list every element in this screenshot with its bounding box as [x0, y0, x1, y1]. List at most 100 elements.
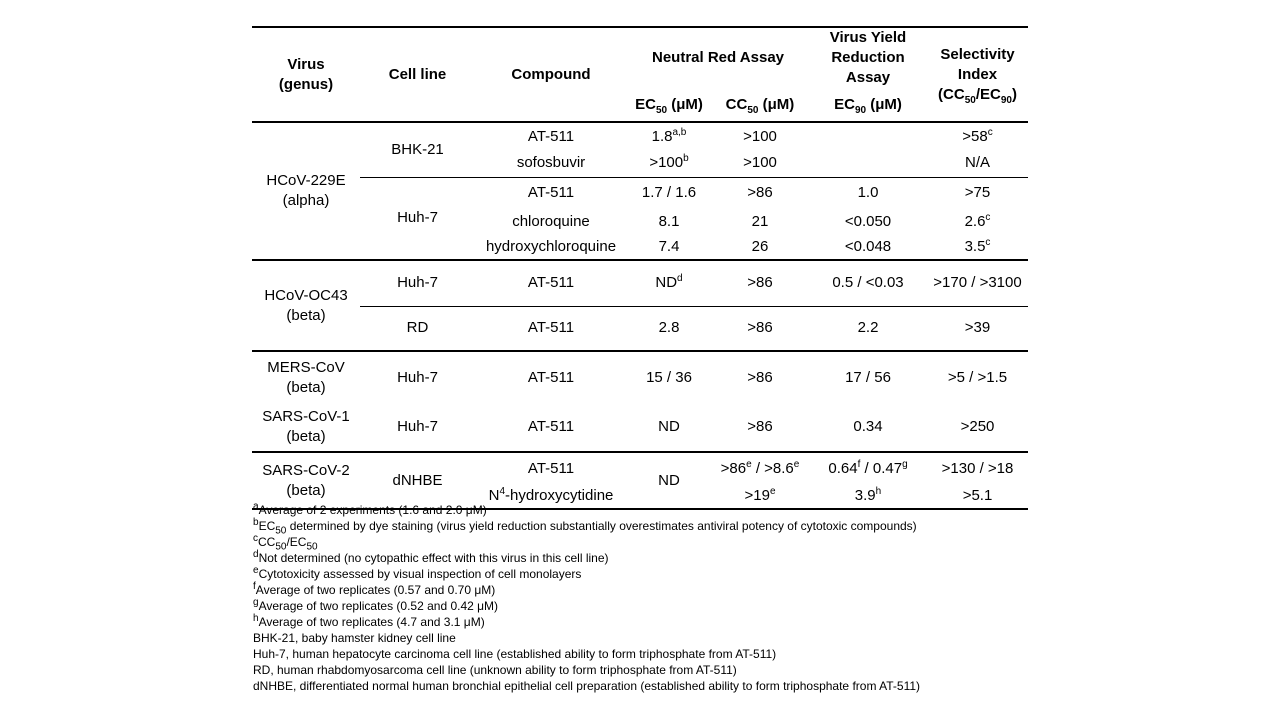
cell-virus: HCoV-OC43 (beta)	[252, 259, 360, 351]
cell-cc50: >86	[747, 418, 773, 435]
cell-ec90: 0.34	[853, 418, 883, 435]
cell-cell-line: Huh-7	[397, 418, 438, 435]
antiviral-results-table-wrap: Virus (genus) Cell line Compound Neutral…	[252, 26, 1028, 510]
cell-cell-line: BHK-21	[360, 121, 475, 177]
cell-si: >5 / >1.5	[927, 350, 1028, 403]
table-row: HCoV-229E (alpha) BHK-21 AT-511 1.8a,b >…	[252, 121, 1028, 260]
cell-cell-line: RD	[360, 305, 475, 351]
cell-ec90	[809, 150, 927, 177]
table-row: RD AT-511 2.8 >86 2.2 >39	[252, 305, 1028, 351]
footnote: aAverage of 2 experiments (1.6 and 2.0 μ…	[253, 501, 487, 518]
cell-ec50: ND	[627, 451, 711, 509]
col-group-neutral-red-assay: Neutral Red Assay	[652, 49, 784, 66]
cell-cell-line: Huh-7	[360, 350, 475, 403]
cell-si: >130 / >18	[927, 451, 1028, 484]
cell-ec90: 0.5 / <0.03	[809, 259, 927, 306]
col-header-compound: Compound	[511, 65, 591, 83]
cell-ec50: 2.8	[627, 305, 711, 351]
table-row: Huh-7 AT-511 1.7 / 1.6 >86 1.0 >75	[252, 176, 1028, 260]
table-row: hydroxychloroquine 7.4 26 <0.048 3.5c	[252, 234, 1028, 260]
cell-ec50: 1.8a,b	[627, 121, 711, 150]
cell-cell-line: Huh-7	[360, 176, 475, 260]
col-header-virus: Virus (genus)	[278, 55, 334, 93]
footnote: RD, human rhabdomyosarcoma cell line (un…	[253, 663, 737, 677]
cell-si: >75	[927, 176, 1028, 209]
cell-cc50: >100	[743, 154, 777, 172]
table-row: SARS-CoV-2 (beta) dNHBE AT-511 ND >86e /…	[252, 451, 1028, 509]
col-header-selectivity-index: Selectivity Index (CC50/EC90)	[938, 45, 1017, 106]
cell-compound: AT-511	[475, 350, 627, 403]
cell-cc50: >86e / >8.6e	[711, 451, 809, 484]
cell-ec50: 8.1	[658, 212, 680, 230]
cell-compound: AT-511	[475, 176, 627, 209]
cell-ec90	[809, 121, 927, 150]
footnote: bEC50 determined by dye staining (virus …	[253, 517, 917, 537]
cell-ec50: 1.7 / 1.6	[627, 176, 711, 209]
cell-si: >39	[927, 305, 1028, 351]
cell-compound: hydroxychloroquine	[485, 237, 617, 255]
footnote: BHK-21, baby hamster kidney cell line	[253, 631, 456, 645]
cell-compound: N4-hydroxycytidine	[488, 486, 614, 505]
col-header-cell-line: Cell line	[388, 65, 447, 83]
cell-cc50: >86	[711, 305, 809, 351]
cell-compound: chloroquine	[512, 212, 590, 230]
footnote: cCC50/EC50	[253, 533, 318, 553]
cell-ec90: 3.9h	[854, 486, 882, 505]
table-row: SARS-CoV-1 (beta) Huh-7 AT-511 ND >86 0.…	[252, 403, 1028, 452]
footnote: dNHBE, differentiated normal human bronc…	[253, 679, 921, 693]
cell-virus: SARS-CoV-2 (beta)	[252, 451, 360, 509]
cell-virus: MERS-CoV (beta)	[252, 350, 360, 403]
col-header-ec50: EC50 (μM)	[635, 95, 703, 116]
cell-ec90: <0.050	[844, 212, 892, 230]
cell-cc50: >86	[711, 350, 809, 403]
cell-cc50: 21	[751, 212, 769, 230]
antiviral-results-table: Virus (genus) Cell line Compound Neutral…	[252, 26, 1028, 510]
footnote: fAverage of two replicates (0.57 and 0.7…	[253, 581, 496, 598]
cell-cc50: >86	[711, 259, 809, 306]
table-footnotes: aAverage of 2 experiments (1.6 and 2.0 μ…	[253, 502, 920, 694]
cell-compound: AT-511	[475, 259, 627, 306]
col-header-ec90: EC90 (μM)	[834, 95, 902, 116]
col-group-virus-yield-assay: Virus Yield Reduction Assay	[829, 29, 907, 86]
cell-si: 2.6c	[964, 211, 991, 230]
cell-ec50: ND	[658, 418, 680, 435]
cell-compound: AT-511	[475, 305, 627, 351]
footnote: eCytotoxicity assessed by visual inspect…	[253, 565, 582, 582]
cell-si: >58c	[927, 121, 1028, 150]
footnote: Huh-7, human hepatocyte carcinoma cell l…	[253, 647, 777, 661]
footnote: hAverage of two replicates (4.7 and 3.1 …	[253, 613, 485, 630]
table-row: MERS-CoV (beta) Huh-7 AT-511 15 / 36 >86…	[252, 350, 1028, 403]
cell-ec90: 0.64f / 0.47g	[809, 451, 927, 484]
cell-ec90: 17 / 56	[809, 350, 927, 403]
cell-cell-line: Huh-7	[360, 259, 475, 306]
cell-cc50: >86	[711, 176, 809, 209]
cell-compound: AT-511	[475, 121, 627, 150]
footnote: dNot determined (no cytopathic effect wi…	[253, 549, 609, 566]
cell-ec50: 7.4	[658, 237, 680, 255]
cell-cc50: 26	[751, 237, 769, 255]
cell-si: >250	[960, 418, 995, 435]
cell-ec50: >100b	[649, 153, 689, 172]
cell-virus: HCoV-229E (alpha)	[252, 121, 360, 260]
cell-cell-line: dNHBE	[360, 451, 475, 509]
cell-ec50: 15 / 36	[627, 350, 711, 403]
cell-compound: AT-511	[475, 451, 627, 484]
header-row-units: EC50 (μM) CC50 (μM) EC90 (μM)	[252, 88, 1028, 122]
table-row: chloroquine 8.1 21 <0.050 2.6c	[252, 209, 1028, 234]
cell-si: >5.1	[962, 487, 993, 504]
cell-si: 3.5c	[964, 236, 991, 255]
cell-compound: sofosbuvir	[516, 154, 586, 172]
cell-cc50: >19e	[744, 486, 776, 505]
cell-si: N/A	[964, 154, 990, 172]
cell-compound: AT-511	[527, 418, 575, 435]
col-header-cc50: CC50 (μM)	[725, 95, 795, 116]
table-row: sofosbuvir >100b >100 N/A	[252, 150, 1028, 177]
cell-ec50: NDd	[627, 259, 711, 306]
header-row-groups: Virus (genus) Cell line Compound Neutral…	[252, 27, 1028, 105]
table-header: Virus (genus) Cell line Compound Neutral…	[252, 27, 1028, 122]
cell-cc50: >100	[711, 121, 809, 150]
footnote: gAverage of two replicates (0.52 and 0.4…	[253, 597, 499, 614]
cell-ec90: 2.2	[809, 305, 927, 351]
table-row: N4-hydroxycytidine >19e 3.9h >5.1	[252, 484, 1028, 509]
